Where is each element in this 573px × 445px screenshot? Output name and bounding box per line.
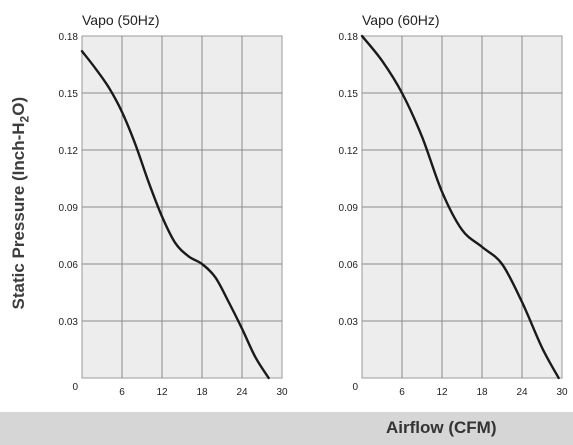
x-axis-label-band bbox=[0, 412, 573, 445]
chart-50hz-title: Vapo (50Hz) bbox=[82, 12, 160, 28]
chart-60hz-y-tick-label: 0.09 bbox=[339, 203, 359, 214]
chart-60hz-y-tick-label: 0.06 bbox=[339, 260, 359, 271]
chart-50hz-x-tick-label: 12 bbox=[156, 387, 168, 398]
chart-60hz-title: Vapo (60Hz) bbox=[362, 12, 440, 28]
chart-50hz-y-tick-label: 0 bbox=[72, 382, 78, 393]
chart-60hz-x-tick-label: 24 bbox=[516, 387, 528, 398]
chart-50hz-x-tick-label: 6 bbox=[119, 387, 125, 398]
chart-60hz-y-tick-label: 0.12 bbox=[339, 146, 359, 157]
chart-50hz-y-tick-label: 0.03 bbox=[59, 317, 79, 328]
chart-50hz-x-tick-label: 30 bbox=[276, 387, 288, 398]
chart-50hz-y-tick-label: 0.12 bbox=[59, 146, 79, 157]
chart-50hz-series-line bbox=[80, 50, 270, 380]
chart-60hz-y-tick-label: 0.18 bbox=[339, 32, 359, 43]
chart-50hz-y-tick-label: 0.18 bbox=[59, 32, 79, 43]
chart-50hz-y-tick-label: 0.09 bbox=[59, 203, 79, 214]
chart-60hz-x-tick-label: 18 bbox=[476, 387, 488, 398]
chart-50hz-x-tick-label: 18 bbox=[196, 387, 208, 398]
chart-60hz-y-tick-label: 0.15 bbox=[339, 89, 359, 100]
chart-60hz-x-tick-label: 30 bbox=[556, 387, 568, 398]
chart-60hz-y-tick-label: 0 bbox=[352, 382, 358, 393]
chart-50hz-x-tick-label: 24 bbox=[236, 387, 248, 398]
chart-50hz-y-tick-label: 0.15 bbox=[59, 89, 79, 100]
chart-60hz-x-tick-label: 6 bbox=[399, 387, 405, 398]
chart-60hz-x-tick-label: 12 bbox=[436, 387, 448, 398]
x-axis-label: Airflow (CFM) bbox=[386, 418, 497, 437]
chart-50hz-y-tick-label: 0.06 bbox=[59, 260, 79, 271]
chart-60hz-y-tick-label: 0.03 bbox=[339, 317, 359, 328]
chart-60hz-series-line bbox=[360, 34, 560, 380]
